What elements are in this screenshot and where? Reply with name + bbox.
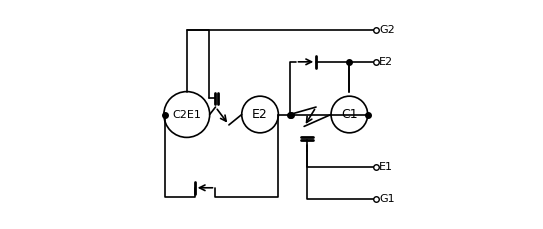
Text: C2E1: C2E1: [172, 109, 201, 120]
Text: E2: E2: [379, 57, 393, 67]
Text: G2: G2: [379, 25, 395, 35]
Text: C1: C1: [341, 108, 358, 121]
Text: G1: G1: [379, 194, 395, 204]
Text: E2: E2: [252, 108, 268, 121]
Text: E1: E1: [379, 162, 393, 172]
